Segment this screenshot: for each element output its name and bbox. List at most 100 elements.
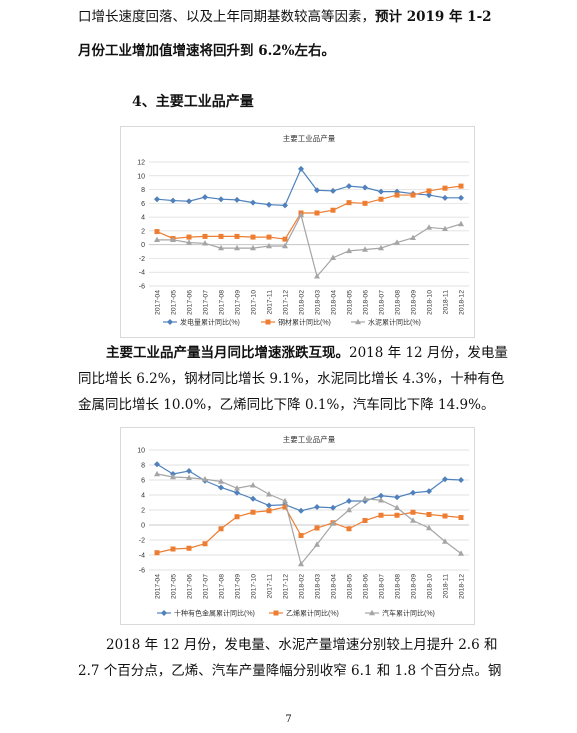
data-point — [346, 183, 352, 190]
data-point — [394, 504, 400, 510]
x-tick-label: 2018-09 — [411, 290, 418, 315]
legend-marker — [355, 318, 361, 325]
legend-marker — [167, 319, 173, 325]
data-point — [426, 188, 432, 194]
data-point — [394, 192, 400, 198]
data-point — [362, 200, 368, 206]
data-point — [218, 233, 224, 239]
data-point — [442, 225, 448, 232]
page-number: 7 — [285, 714, 292, 725]
x-tick-label: 2018-10 — [427, 290, 434, 315]
legend-marker — [273, 610, 279, 616]
data-point — [378, 512, 384, 518]
data-point — [250, 234, 256, 240]
data-point — [282, 497, 288, 504]
legend-entry: 乙烯累计同比(%) — [269, 609, 339, 618]
y-tick-label: -4 — [139, 270, 145, 277]
series-line — [156, 473, 462, 566]
x-tick-label: 2017-06 — [187, 574, 194, 599]
y-tick-label: -4 — [139, 553, 145, 560]
x-tick-label: 2017-05 — [171, 290, 178, 315]
data-point — [394, 494, 400, 501]
data-point — [330, 187, 336, 194]
data-point — [394, 512, 400, 518]
data-point — [426, 524, 432, 531]
paragraph-2: 主要工业品产量当月同比增速涨跌互现。2018 年 12 月份，发电量同比增长 6… — [78, 340, 508, 418]
data-point — [378, 244, 384, 251]
x-tick-label: 2018-02 — [299, 574, 306, 599]
data-point — [170, 546, 176, 552]
intro-paragraph-line1: 口增长速度回落、以及上年同期基数较高等因素，预计 2019 年 1-2 — [78, 4, 508, 30]
data-point — [266, 491, 272, 497]
data-point — [186, 234, 192, 240]
data-point — [458, 515, 464, 520]
data-point — [266, 201, 272, 208]
data-point — [170, 236, 176, 243]
y-tick-label: 10 — [137, 173, 145, 180]
legend-label: 钢材累计同比(%) — [278, 318, 331, 327]
paragraph-3: 2018 年 12 月份，发电量、水泥产量增速分别较上月提升 2.6 和 2.7… — [78, 637, 502, 679]
data-point — [314, 525, 320, 531]
y-tick-label: 6 — [141, 201, 145, 208]
data-point — [202, 233, 208, 239]
intro-paragraph-line2: 月份工业增加值增速将回升到 6.2%左右。 — [78, 43, 336, 59]
data-point — [186, 474, 192, 480]
x-tick-label: 2017-10 — [251, 290, 258, 315]
data-point — [234, 485, 240, 491]
y-tick-label: 0 — [141, 242, 145, 249]
data-point — [314, 187, 320, 194]
data-point — [250, 495, 256, 502]
legend-label: 乙烯累计同比(%) — [286, 609, 339, 618]
data-point — [458, 477, 464, 483]
data-point — [218, 484, 224, 491]
data-point — [250, 482, 256, 488]
legend-label: 发电量累计同比(%) — [180, 318, 240, 327]
y-tick-label: 8 — [141, 187, 145, 194]
data-point — [442, 194, 448, 201]
chart-2-frame: 主要工业品产量 -6 -4 -2 0 2 4 6 8 10 2017-04 2017-05 2017-0… — [120, 427, 475, 625]
x-tick-label: 2018-07 — [379, 574, 386, 599]
y-tick-label: -6 — [139, 284, 145, 291]
data-point — [378, 492, 384, 499]
data-point — [282, 202, 288, 209]
series-line — [156, 185, 462, 240]
x-tick-label: 2017-04 — [155, 290, 162, 315]
paragraph-2-bold: 主要工业品产量当月同比增速涨跌互现。 — [106, 345, 349, 361]
legend-marker — [369, 609, 375, 616]
data-point — [378, 497, 384, 503]
data-point — [154, 550, 160, 556]
y-tick-label: 4 — [141, 215, 145, 222]
data-point — [218, 196, 224, 203]
x-tick-label: 2018-12 — [459, 574, 466, 599]
legend-label: 水泥累计同比(%) — [368, 318, 421, 327]
data-point — [394, 239, 400, 245]
x-tick-label: 2018-02 — [299, 290, 306, 315]
data-point — [330, 254, 336, 260]
y-tick-label: 10 — [137, 448, 145, 455]
data-point — [426, 488, 432, 495]
x-tick-label: 2018-09 — [411, 574, 418, 599]
x-tick-label: 2017-09 — [235, 290, 242, 315]
data-point — [442, 538, 448, 544]
series-1 — [154, 461, 464, 514]
x-tick-label: 2018-06 — [363, 290, 370, 315]
x-tick-label: 2017-06 — [187, 290, 194, 315]
series-2 — [154, 504, 464, 556]
data-point — [314, 210, 320, 216]
legend-entry: 汽车累计同比(%) — [365, 609, 435, 618]
data-point — [314, 504, 320, 510]
chart-title: 主要工业品产量 — [283, 434, 336, 444]
data-point — [234, 233, 240, 239]
legend-marker — [265, 319, 271, 325]
paragraph-2-text: 2018 年 12 月份，发电量同比增长 6.2%，钢材同比增长 9.1%，水泥… — [78, 345, 508, 413]
x-tick-label: 2018-08 — [395, 290, 402, 315]
data-point — [314, 541, 320, 547]
series-line — [156, 506, 462, 554]
x-tick-label: 2017-11 — [267, 290, 274, 315]
data-point — [186, 239, 192, 245]
data-point — [202, 541, 208, 547]
data-point — [330, 504, 336, 511]
data-point — [234, 196, 240, 203]
x-tick-label: 2017-10 — [251, 574, 258, 599]
series-2 — [154, 183, 464, 242]
